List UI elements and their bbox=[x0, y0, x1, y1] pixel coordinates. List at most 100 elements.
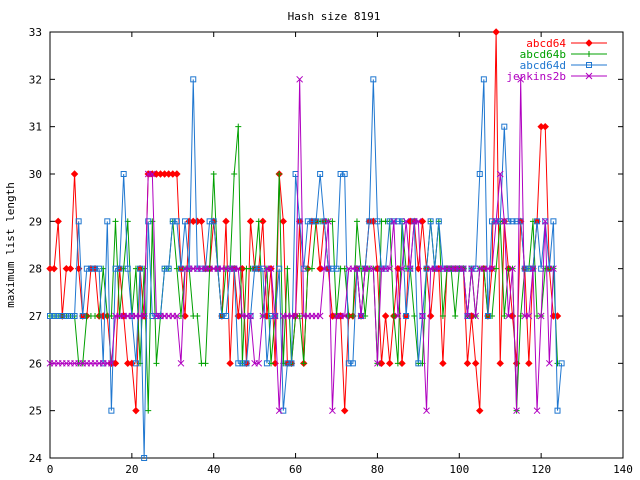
data-point bbox=[509, 265, 516, 273]
data-point bbox=[329, 218, 336, 225]
data-point bbox=[423, 407, 430, 415]
data-point bbox=[370, 76, 377, 83]
data-point bbox=[239, 360, 246, 367]
data-point bbox=[148, 170, 156, 178]
data-point bbox=[341, 312, 349, 320]
series-line bbox=[50, 79, 554, 411]
data-point bbox=[284, 265, 291, 272]
data-point bbox=[480, 76, 487, 83]
data-point bbox=[255, 218, 262, 225]
data-point bbox=[550, 265, 557, 273]
data-point bbox=[492, 217, 500, 225]
data-point bbox=[145, 407, 152, 414]
data-point bbox=[296, 75, 304, 83]
data-point bbox=[476, 171, 483, 177]
data-point bbox=[545, 359, 553, 367]
data-point bbox=[452, 313, 459, 319]
data-point bbox=[345, 360, 352, 367]
data-point bbox=[206, 218, 213, 225]
data-point bbox=[276, 171, 283, 177]
data-point bbox=[67, 313, 74, 319]
x-tick-label: 120 bbox=[531, 463, 551, 476]
data-point bbox=[509, 218, 516, 225]
data-point bbox=[394, 218, 401, 225]
data-point bbox=[247, 312, 254, 320]
data-point bbox=[47, 313, 53, 319]
data-point bbox=[402, 217, 410, 225]
data-point bbox=[149, 313, 156, 319]
data-point bbox=[190, 76, 197, 83]
data-point bbox=[403, 313, 410, 319]
data-point bbox=[406, 265, 414, 273]
data-point bbox=[321, 218, 328, 225]
data-point bbox=[177, 265, 184, 272]
data-point bbox=[423, 265, 430, 272]
y-tick-label: 24 bbox=[29, 452, 43, 465]
data-point bbox=[66, 264, 75, 273]
y-tick-label: 28 bbox=[29, 263, 42, 276]
data-point bbox=[120, 171, 127, 177]
data-point bbox=[525, 359, 533, 368]
x-tick-label: 40 bbox=[207, 463, 220, 476]
data-point bbox=[415, 360, 422, 367]
data-point bbox=[426, 312, 435, 320]
data-point bbox=[411, 313, 418, 319]
data-point bbox=[541, 122, 549, 131]
data-point bbox=[234, 265, 242, 273]
data-point bbox=[316, 264, 324, 273]
data-point bbox=[353, 265, 361, 273]
data-point bbox=[398, 265, 406, 273]
chart-title: Hash size 8191 bbox=[288, 10, 381, 23]
data-point bbox=[132, 406, 140, 415]
data-point bbox=[71, 313, 78, 319]
data-point bbox=[508, 312, 517, 320]
x-tick-label: 80 bbox=[371, 463, 384, 476]
data-point bbox=[279, 217, 288, 226]
data-point bbox=[517, 313, 524, 319]
data-point bbox=[173, 312, 181, 320]
data-point bbox=[496, 359, 504, 368]
data-point bbox=[505, 218, 512, 225]
y-tick-label: 29 bbox=[29, 215, 42, 228]
data-point bbox=[116, 265, 123, 272]
data-point bbox=[435, 218, 442, 225]
data-point bbox=[137, 265, 144, 272]
data-point bbox=[476, 406, 484, 415]
data-point bbox=[87, 265, 94, 272]
data-point bbox=[398, 359, 406, 368]
data-point bbox=[558, 360, 565, 367]
data-point bbox=[353, 218, 360, 225]
data-point bbox=[111, 359, 120, 368]
data-point bbox=[390, 313, 397, 319]
data-point bbox=[255, 265, 262, 272]
data-point bbox=[529, 265, 537, 273]
data-point bbox=[218, 313, 225, 319]
data-point bbox=[366, 218, 373, 225]
data-point bbox=[493, 265, 500, 272]
data-point bbox=[525, 312, 533, 320]
data-point bbox=[554, 407, 561, 414]
data-point bbox=[140, 312, 148, 320]
data-point bbox=[316, 312, 324, 320]
data-point bbox=[243, 360, 250, 367]
data-point bbox=[484, 313, 491, 319]
data-point bbox=[104, 218, 111, 225]
data-point bbox=[132, 360, 139, 367]
data-point bbox=[124, 265, 131, 272]
data-point bbox=[500, 217, 508, 225]
data-point bbox=[173, 170, 181, 178]
data-point bbox=[300, 265, 307, 272]
data-point bbox=[534, 218, 541, 225]
data-point bbox=[268, 313, 275, 319]
data-point bbox=[463, 359, 472, 368]
data-point bbox=[386, 218, 393, 225]
data-point bbox=[292, 312, 299, 320]
data-point bbox=[197, 217, 206, 226]
data-point bbox=[525, 265, 532, 272]
data-point bbox=[415, 217, 422, 225]
data-point bbox=[501, 313, 508, 319]
data-point bbox=[259, 312, 267, 320]
data-point bbox=[537, 312, 545, 320]
data-point bbox=[141, 455, 148, 461]
